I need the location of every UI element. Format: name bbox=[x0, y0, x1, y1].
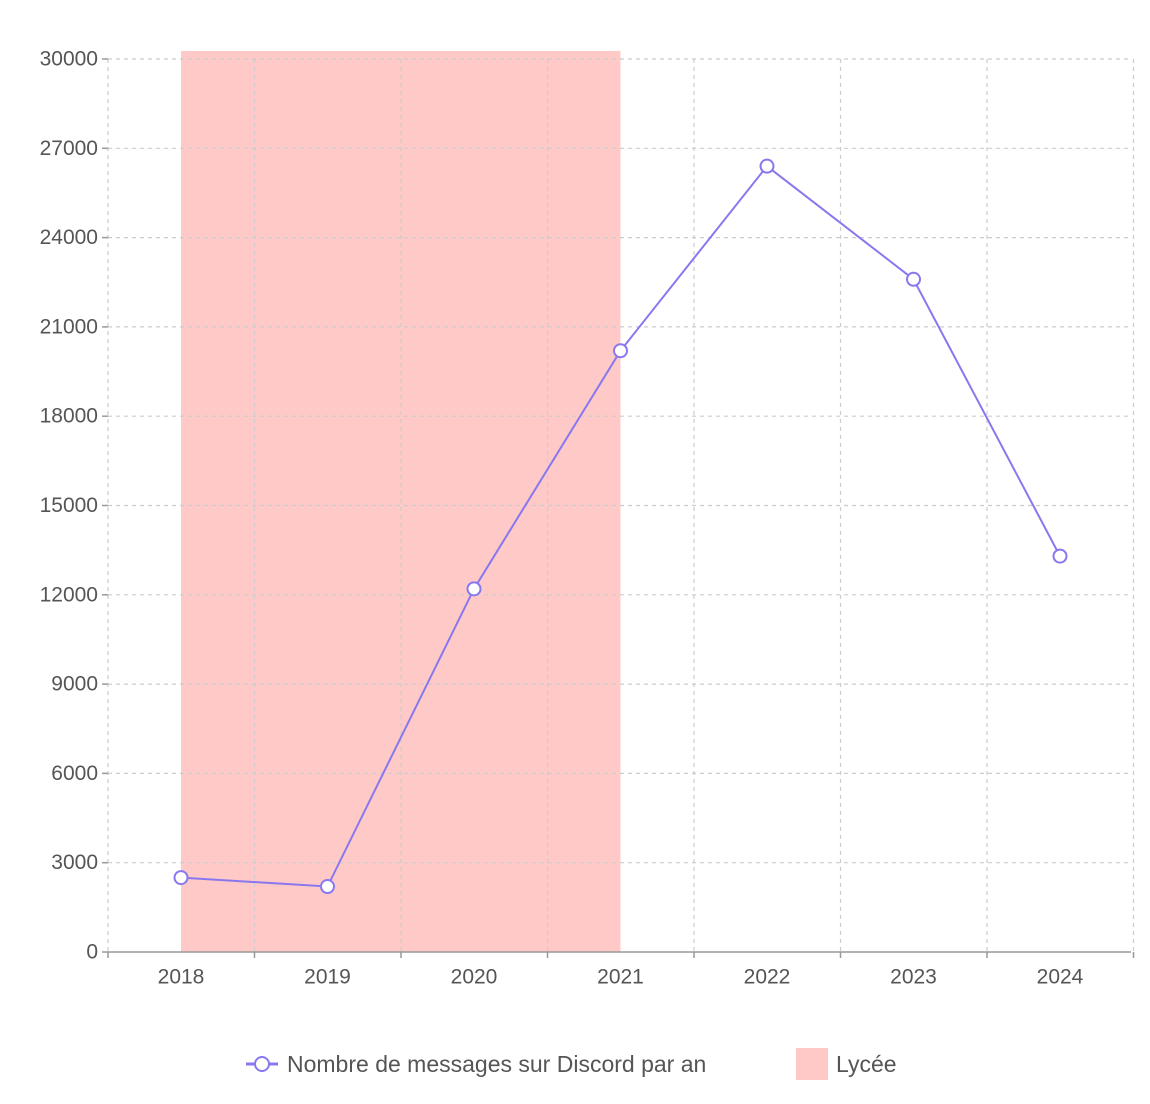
data-point[interactable] bbox=[613, 343, 628, 359]
y-tick-label: 3000 bbox=[51, 851, 98, 874]
x-tick-label: 2023 bbox=[890, 966, 937, 989]
x-tick-label: 2020 bbox=[451, 966, 498, 989]
y-tick-label: 21000 bbox=[40, 315, 98, 338]
x-tick-label: 2019 bbox=[304, 966, 351, 989]
y-tick-label: 12000 bbox=[40, 583, 98, 606]
x-tick-label: 2022 bbox=[744, 966, 791, 989]
legend-band-label: Lycée bbox=[836, 1051, 897, 1077]
y-tick-label: 30000 bbox=[40, 48, 98, 71]
legend-series-label: Nombre de messages sur Discord par an bbox=[287, 1051, 706, 1077]
y-tick-label: 15000 bbox=[40, 494, 98, 517]
data-point[interactable] bbox=[759, 158, 775, 174]
x-tick-label: 2021 bbox=[597, 966, 644, 989]
legend: Nombre de messages sur Discord par an Ly… bbox=[246, 1048, 897, 1080]
y-tick-label: 18000 bbox=[40, 405, 98, 428]
data-point[interactable] bbox=[173, 870, 189, 886]
data-point[interactable] bbox=[1052, 548, 1068, 564]
y-tick-label: 0 bbox=[86, 941, 98, 964]
y-tick-label: 9000 bbox=[51, 673, 98, 696]
data-point[interactable] bbox=[320, 879, 335, 895]
x-tick-label: 2024 bbox=[1037, 966, 1084, 989]
y-tick-label: 6000 bbox=[51, 762, 98, 785]
y-tick-label: 27000 bbox=[40, 137, 98, 160]
grid-layer bbox=[107, 58, 1135, 952]
y-tick-label: 24000 bbox=[40, 226, 98, 249]
legend-series-swatch-marker bbox=[254, 1056, 270, 1072]
data-point[interactable] bbox=[466, 581, 482, 597]
legend-band-swatch bbox=[796, 1048, 828, 1080]
series-layer bbox=[173, 158, 1068, 895]
x-tick-label: 2018 bbox=[158, 966, 205, 989]
axis-layer: 0 3000 6000 9000 12000 15000 18000 21000 24000 27… bbox=[40, 48, 1135, 989]
data-point[interactable] bbox=[906, 271, 921, 287]
